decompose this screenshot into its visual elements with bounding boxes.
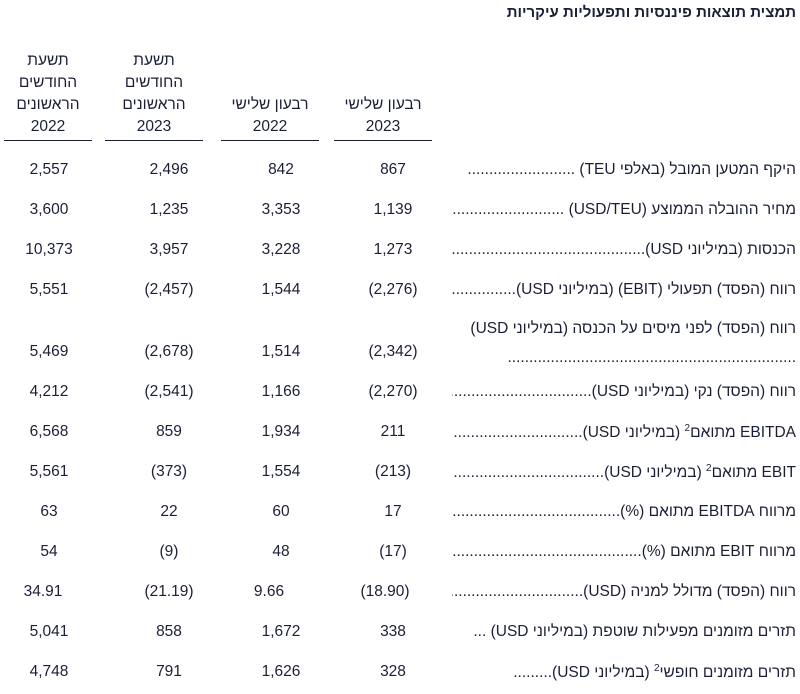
- column-header-line: רבעון שלישי: [344, 96, 422, 113]
- column-header-9m-2023: תשעת החודשים הראשונים 2023: [101, 50, 207, 141]
- column-header-line: תשעת: [27, 52, 69, 69]
- value-q3-2022: 1,544: [261, 281, 301, 298]
- row-label: רווח (הפסד) לפני מיסים על הכנסה (במיליונ…: [470, 320, 796, 366]
- column-header-rule: [221, 140, 319, 141]
- column-header-rule: [334, 140, 432, 141]
- value-q3-2023: (2,270): [368, 383, 418, 400]
- column-header-9m-2022: תשעת החודשים הראשונים 2022: [0, 50, 96, 141]
- row-label: רווח (הפסד) מדולל למניה (USD)...........…: [452, 583, 796, 600]
- column-header-q3-2023: רבעון שלישי 2023: [330, 94, 436, 141]
- column-header-line: 2022: [252, 118, 288, 135]
- value-q3-2022: 1,166: [261, 383, 301, 400]
- value-9m-2022: 5,041: [29, 623, 69, 640]
- row-label: מחיר ההובלה הממוצע (USD/TEU) ...........…: [452, 201, 796, 218]
- value-q3-2022: 60: [272, 503, 290, 520]
- value-q3-2023: 1,139: [373, 201, 413, 218]
- value-q3-2022: 842: [268, 161, 294, 178]
- column-header-line: 2022: [30, 118, 66, 135]
- column-header-line: רבעון שלישי: [231, 96, 309, 113]
- value-q3-2023: 328: [380, 663, 406, 680]
- value-9m-2022: 4,212: [29, 383, 69, 400]
- value-q3-2022: 1,626: [261, 663, 301, 680]
- value-q3-2023: 1,273: [373, 241, 413, 258]
- row-label: תזרים מזומנים מפעילות שוטפת (במיליוני US…: [473, 623, 796, 640]
- value-9m-2022: 4,748: [29, 663, 69, 680]
- value-9m-2023: (2,541): [144, 383, 194, 400]
- column-header-line: תשעת: [133, 52, 175, 69]
- value-9m-2022: 6,568: [29, 423, 69, 440]
- column-header-line: הראשונים: [122, 96, 186, 113]
- value-q3-2023: (18.90): [360, 583, 410, 600]
- value-9m-2023: 1,235: [149, 201, 189, 218]
- row-label: היקף המטען המובל (באלפי TEU) ...........…: [467, 161, 796, 178]
- column-header-line: החודשים: [18, 74, 78, 91]
- value-q3-2023: 17: [384, 503, 402, 520]
- value-q3-2022: 9.66: [253, 583, 285, 600]
- value-q3-2023: 338: [380, 623, 406, 640]
- value-q3-2022: 1,554: [261, 463, 301, 480]
- value-9m-2022: 5,551: [29, 281, 69, 298]
- value-q3-2022: 48: [272, 543, 290, 560]
- value-q3-2023: (2,342): [368, 343, 418, 360]
- value-9m-2023: 791: [156, 663, 182, 680]
- value-9m-2022: 63: [40, 503, 58, 520]
- value-9m-2022: 3,600: [29, 201, 69, 218]
- column-header-line: 2023: [365, 118, 401, 135]
- value-9m-2023: 858: [156, 623, 182, 640]
- row-label: מרווח EBIT מתואם (%)....................…: [452, 543, 796, 560]
- column-header-q3-2022: רבעון שלישי 2022: [217, 94, 323, 141]
- value-9m-2023: 859: [156, 423, 182, 440]
- footnote-marker: 2: [684, 423, 691, 434]
- row-label: מרווח EBITDA מתואם (%)..................…: [452, 503, 796, 520]
- value-9m-2022: 34.91: [23, 583, 63, 600]
- value-9m-2022: 2,557: [29, 161, 69, 178]
- value-q3-2022: 1,672: [261, 623, 301, 640]
- column-header-line: 2023: [136, 118, 172, 135]
- column-header-line: החודשים: [124, 74, 184, 91]
- value-q3-2023: 867: [380, 161, 406, 178]
- page-title: תמצית תוצאות פיננסיות ותפעוליות עיקריות: [506, 4, 796, 21]
- value-q3-2022: 3,353: [261, 201, 301, 218]
- row-label: רווח (הפסד) נקי (במיליוני USD)..........…: [452, 383, 796, 400]
- value-9m-2023: 22: [160, 503, 178, 520]
- row-label: הכנסות (במיליוני USD)...................…: [452, 241, 796, 258]
- value-q3-2023: (2,276): [368, 281, 418, 298]
- value-9m-2023: (373): [150, 463, 188, 480]
- value-q3-2023: (213): [374, 463, 412, 480]
- row-label: רווח (הפסד) תפעולי (EBIT) (במיליוני USD)…: [452, 281, 796, 298]
- column-header-rule: [4, 140, 92, 141]
- column-header-rule: [105, 140, 203, 141]
- value-q3-2023: 211: [380, 423, 406, 440]
- footnote-marker: 2: [706, 463, 712, 474]
- value-9m-2023: 2,496: [149, 161, 189, 178]
- row-label: EBITDA מתואם2 (במיליוני USD)............…: [452, 423, 796, 442]
- row-label: תזרים מזומנים חופשי2 (במיליוני USD).....…: [513, 663, 796, 682]
- value-q3-2022: 1,934: [261, 423, 301, 440]
- column-header-line: הראשונים: [16, 96, 80, 113]
- value-9m-2023: (2,457): [144, 281, 194, 298]
- value-9m-2023: (2,678): [144, 343, 194, 360]
- footnote-marker: 2: [653, 663, 660, 674]
- value-9m-2023: 3,957: [149, 241, 189, 258]
- value-9m-2023: (21.19): [144, 583, 194, 600]
- value-q3-2023: (17): [379, 543, 407, 560]
- value-9m-2022: 5,469: [29, 343, 69, 360]
- value-9m-2022: 5,561: [29, 463, 69, 480]
- value-q3-2022: 3,228: [261, 241, 301, 258]
- row-label: EBIT מתואם2 (במיליוני USD)..............…: [452, 463, 796, 482]
- value-9m-2023: (9): [159, 543, 179, 560]
- value-9m-2022: 54: [40, 543, 58, 560]
- value-q3-2022: 1,514: [261, 343, 301, 360]
- value-9m-2022: 10,373: [25, 241, 73, 258]
